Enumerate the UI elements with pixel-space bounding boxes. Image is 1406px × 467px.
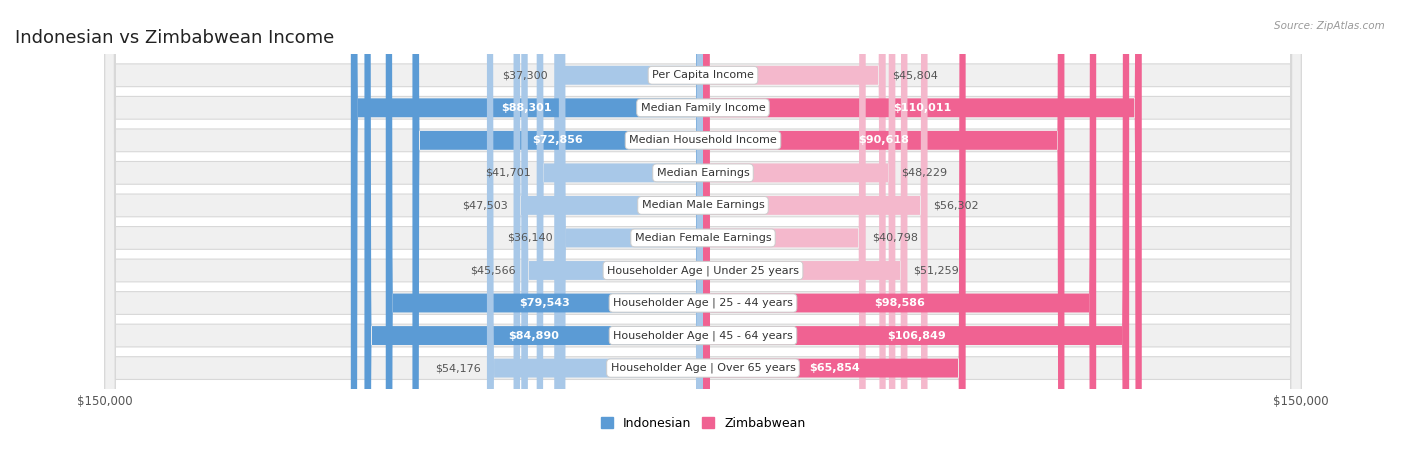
Text: $40,798: $40,798 xyxy=(872,233,918,243)
Text: Householder Age | 25 - 44 years: Householder Age | 25 - 44 years xyxy=(613,298,793,308)
Text: $72,856: $72,856 xyxy=(533,135,583,145)
FancyBboxPatch shape xyxy=(104,0,1302,467)
Text: $51,259: $51,259 xyxy=(914,265,959,276)
FancyBboxPatch shape xyxy=(104,0,1302,467)
FancyBboxPatch shape xyxy=(385,0,703,467)
Text: $41,701: $41,701 xyxy=(485,168,530,178)
FancyBboxPatch shape xyxy=(558,0,703,467)
Text: Median Household Income: Median Household Income xyxy=(628,135,778,145)
FancyBboxPatch shape xyxy=(513,0,703,467)
Text: $79,543: $79,543 xyxy=(519,298,569,308)
FancyBboxPatch shape xyxy=(352,0,703,467)
Text: Householder Age | Over 65 years: Householder Age | Over 65 years xyxy=(610,363,796,373)
Text: $36,140: $36,140 xyxy=(508,233,553,243)
Text: $56,302: $56,302 xyxy=(934,200,979,211)
Text: $65,854: $65,854 xyxy=(808,363,859,373)
FancyBboxPatch shape xyxy=(703,0,966,467)
Text: $84,890: $84,890 xyxy=(509,331,560,340)
Text: $88,301: $88,301 xyxy=(502,103,553,113)
FancyBboxPatch shape xyxy=(486,0,703,467)
Text: Householder Age | Under 25 years: Householder Age | Under 25 years xyxy=(607,265,799,276)
FancyBboxPatch shape xyxy=(554,0,703,467)
FancyBboxPatch shape xyxy=(104,0,1302,467)
FancyBboxPatch shape xyxy=(104,0,1302,467)
FancyBboxPatch shape xyxy=(703,0,1097,467)
Text: $110,011: $110,011 xyxy=(893,103,952,113)
Text: $37,300: $37,300 xyxy=(502,70,548,80)
Text: Householder Age | 45 - 64 years: Householder Age | 45 - 64 years xyxy=(613,330,793,341)
Text: $54,176: $54,176 xyxy=(436,363,481,373)
FancyBboxPatch shape xyxy=(104,0,1302,467)
Text: $98,586: $98,586 xyxy=(875,298,925,308)
Text: $48,229: $48,229 xyxy=(901,168,948,178)
FancyBboxPatch shape xyxy=(703,0,896,467)
FancyBboxPatch shape xyxy=(537,0,703,467)
FancyBboxPatch shape xyxy=(703,0,1064,467)
FancyBboxPatch shape xyxy=(412,0,703,467)
Text: Median Female Earnings: Median Female Earnings xyxy=(634,233,772,243)
FancyBboxPatch shape xyxy=(703,0,1129,467)
Text: $47,503: $47,503 xyxy=(461,200,508,211)
FancyBboxPatch shape xyxy=(703,0,907,467)
FancyBboxPatch shape xyxy=(104,0,1302,467)
Text: $90,618: $90,618 xyxy=(858,135,910,145)
Text: Indonesian vs Zimbabwean Income: Indonesian vs Zimbabwean Income xyxy=(15,29,335,47)
Text: $45,566: $45,566 xyxy=(470,265,515,276)
Text: Median Family Income: Median Family Income xyxy=(641,103,765,113)
Text: $106,849: $106,849 xyxy=(887,331,945,340)
FancyBboxPatch shape xyxy=(104,0,1302,467)
Text: Median Earnings: Median Earnings xyxy=(657,168,749,178)
FancyBboxPatch shape xyxy=(703,0,1142,467)
Text: $45,804: $45,804 xyxy=(891,70,938,80)
Legend: Indonesian, Zimbabwean: Indonesian, Zimbabwean xyxy=(600,417,806,430)
FancyBboxPatch shape xyxy=(104,0,1302,467)
FancyBboxPatch shape xyxy=(703,0,866,467)
FancyBboxPatch shape xyxy=(104,0,1302,467)
FancyBboxPatch shape xyxy=(104,0,1302,467)
FancyBboxPatch shape xyxy=(703,0,928,467)
Text: Per Capita Income: Per Capita Income xyxy=(652,70,754,80)
Text: Source: ZipAtlas.com: Source: ZipAtlas.com xyxy=(1274,21,1385,31)
FancyBboxPatch shape xyxy=(522,0,703,467)
Text: Median Male Earnings: Median Male Earnings xyxy=(641,200,765,211)
FancyBboxPatch shape xyxy=(703,0,886,467)
FancyBboxPatch shape xyxy=(364,0,703,467)
